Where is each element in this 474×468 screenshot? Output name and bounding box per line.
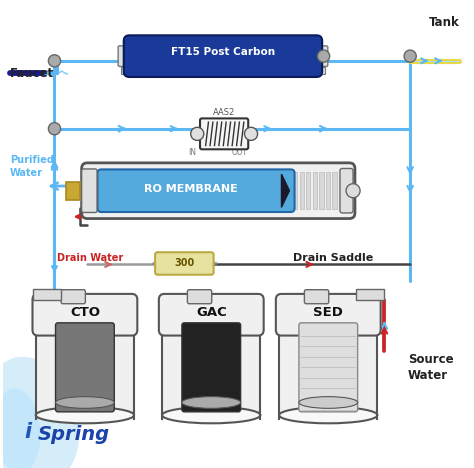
Circle shape (191, 127, 204, 140)
FancyBboxPatch shape (124, 35, 322, 77)
Polygon shape (279, 325, 377, 419)
Bar (356, 289, 384, 300)
Circle shape (346, 183, 360, 197)
Text: CTO: CTO (70, 306, 100, 319)
Text: Faucet: Faucet (10, 67, 54, 80)
FancyBboxPatch shape (155, 252, 214, 275)
Text: 300: 300 (174, 258, 194, 269)
Text: OUT: OUT (231, 148, 247, 157)
FancyBboxPatch shape (182, 323, 241, 412)
FancyBboxPatch shape (61, 290, 85, 304)
Bar (313, 172, 317, 209)
Bar (306, 172, 310, 209)
Bar (300, 172, 304, 209)
Bar (326, 172, 330, 209)
Text: SED: SED (313, 306, 343, 319)
FancyBboxPatch shape (33, 294, 137, 336)
Bar (318, 66, 325, 73)
Text: Source
Water: Source Water (408, 353, 454, 382)
Ellipse shape (36, 407, 134, 423)
FancyBboxPatch shape (159, 294, 264, 336)
FancyBboxPatch shape (299, 323, 357, 412)
Ellipse shape (162, 407, 260, 423)
Text: RO MEMBRANE: RO MEMBRANE (145, 184, 238, 194)
Bar (66, 182, 80, 200)
Text: Spring: Spring (38, 425, 110, 444)
FancyBboxPatch shape (82, 169, 97, 212)
Polygon shape (162, 325, 260, 419)
Text: Purified
Water: Purified Water (10, 155, 54, 177)
Text: FT15 Post Carbon: FT15 Post Carbon (171, 47, 275, 58)
Text: Tank: Tank (429, 16, 460, 29)
Text: Drain Saddle: Drain Saddle (293, 253, 374, 263)
Text: AAS2: AAS2 (213, 108, 235, 117)
Bar (34, 289, 62, 300)
FancyBboxPatch shape (55, 323, 114, 412)
Text: Drain Water: Drain Water (57, 253, 123, 263)
FancyBboxPatch shape (340, 168, 353, 213)
Ellipse shape (279, 407, 377, 423)
Circle shape (404, 50, 416, 62)
Circle shape (48, 123, 61, 135)
Ellipse shape (0, 388, 41, 468)
Circle shape (48, 55, 61, 67)
FancyBboxPatch shape (118, 46, 131, 66)
FancyBboxPatch shape (98, 169, 294, 212)
Circle shape (318, 50, 329, 62)
Polygon shape (282, 174, 290, 207)
Bar (319, 172, 324, 209)
Text: i: i (24, 422, 31, 442)
Bar (293, 172, 297, 209)
FancyBboxPatch shape (200, 118, 248, 149)
Polygon shape (36, 325, 134, 419)
Circle shape (245, 127, 257, 140)
Ellipse shape (0, 357, 79, 468)
FancyBboxPatch shape (82, 163, 355, 219)
Ellipse shape (55, 397, 114, 408)
Ellipse shape (182, 397, 241, 408)
Ellipse shape (299, 397, 357, 408)
FancyBboxPatch shape (304, 290, 329, 304)
FancyBboxPatch shape (315, 46, 328, 66)
Bar (121, 66, 128, 73)
FancyBboxPatch shape (276, 294, 381, 336)
Text: GAC: GAC (196, 306, 227, 319)
FancyBboxPatch shape (187, 290, 212, 304)
Bar (332, 172, 337, 209)
Text: IN: IN (189, 148, 197, 157)
